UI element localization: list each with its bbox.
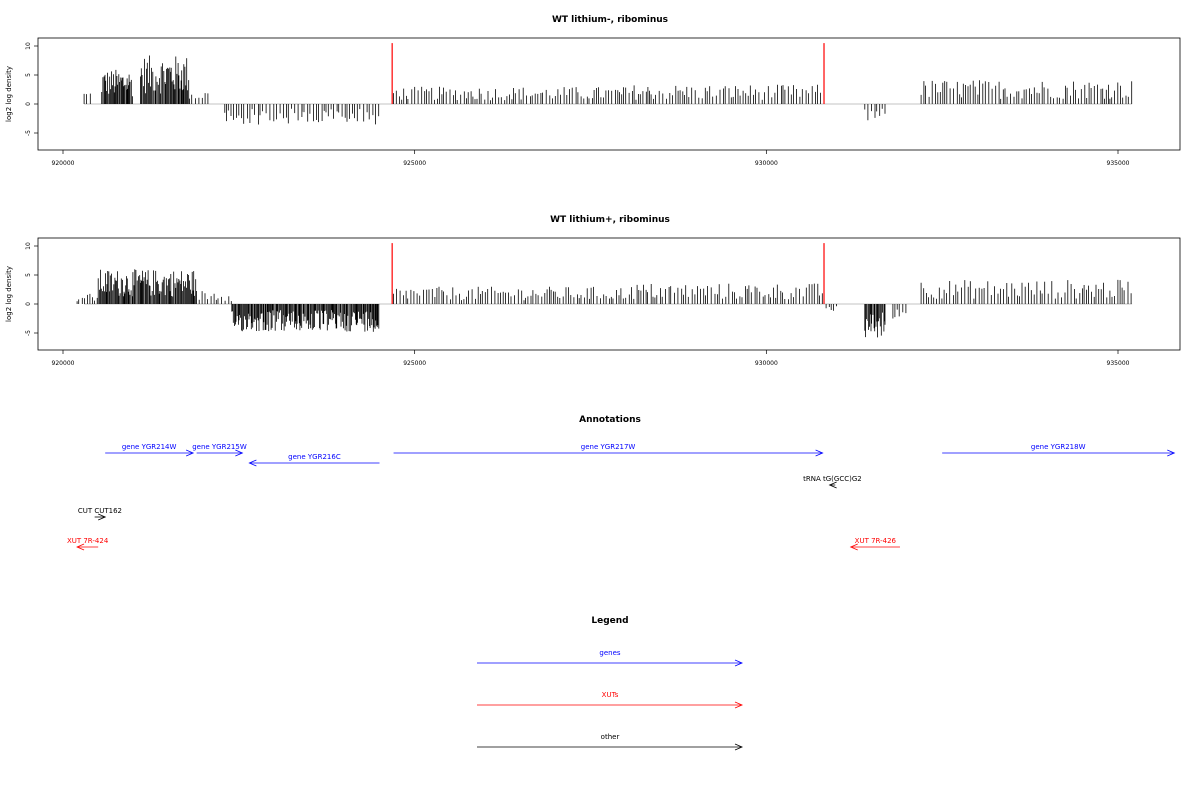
annotation-gene: gene YGR218W [942, 443, 1176, 457]
annotation-xut: XUT 7R-424 [67, 537, 109, 551]
annotations-title: Annotations [579, 415, 641, 425]
annotation-gene: gene YGR216C [248, 453, 380, 467]
annotation-arrowhead [828, 481, 837, 489]
panel-1-bars [83, 43, 1133, 125]
annotation-arrowhead [248, 459, 257, 467]
x-tick-label: 920000 [52, 360, 75, 367]
x-tick-label: 930000 [755, 160, 778, 167]
legend-label: XUTs [602, 691, 619, 699]
annotation-other: CUT CUT162 [78, 507, 122, 521]
legend-title: Legend [591, 616, 628, 626]
panel-1-frame [37, 37, 1181, 151]
y-tick-label: -5 [25, 330, 32, 336]
annotation-items: gene YGR214W gene YGR215W gene YGR216C gene… [67, 443, 1176, 551]
annotation-arrowhead [76, 543, 85, 551]
annotation-gene: gene YGR215W [192, 443, 247, 457]
annotation-gene: gene YGR217W [393, 443, 824, 457]
annotation-other: tRNA tG(GCC)G2 [803, 475, 862, 489]
x-tick-label: 935000 [1107, 160, 1130, 167]
panel-1-title: WT lithium-, ribominus [552, 15, 668, 25]
y-tick-label: -5 [25, 130, 32, 136]
annotation-label: XUT 7R-426 [855, 537, 897, 545]
annotation-label: XUT 7R-424 [67, 537, 109, 545]
legend-arrowhead [734, 743, 744, 751]
y-tick-label: 0 [25, 102, 32, 106]
panel-2-title: WT lithium+, ribominus [550, 215, 670, 225]
panel-2-ylabel: log2 log density [5, 266, 13, 322]
annotation-arrowhead [849, 543, 858, 551]
annotation-label: gene YGR215W [192, 443, 247, 451]
y-tick-label: 0 [25, 302, 32, 306]
x-tick-label: 930000 [755, 360, 778, 367]
panel-1-ylabel: log2 log density [5, 66, 13, 122]
panel-2-y-axis: -5 0 5 10 [25, 242, 38, 336]
annotation-arrowhead [815, 449, 824, 457]
annotation-label: gene YGR216C [288, 453, 341, 461]
annotation-xut: XUT 7R-426 [849, 537, 900, 551]
panel-2-bars [76, 243, 1133, 338]
legend-label: other [601, 733, 620, 741]
panel-1-y-axis: -5 0 5 10 [25, 42, 38, 136]
y-tick-label: 10 [25, 42, 32, 50]
legend-item-gene: genes [477, 649, 744, 667]
y-tick-label: 5 [25, 273, 32, 277]
legend-section: Legend genes XUTs other [477, 616, 744, 751]
annotation-label: CUT CUT162 [78, 507, 122, 515]
annotation-label: gene YGR214W [122, 443, 177, 451]
panel-2-frame [37, 237, 1181, 351]
legend-arrowhead [734, 659, 744, 667]
annotation-arrowhead [185, 449, 195, 457]
legend-item-other: other [477, 733, 744, 751]
annotation-arrowhead [98, 513, 107, 521]
legend-arrowhead [734, 701, 744, 709]
x-tick-label: 935000 [1107, 360, 1130, 367]
annotation-gene: gene YGR214W [105, 443, 195, 457]
legend-items: genes XUTs other [477, 649, 744, 751]
x-tick-label: 925000 [403, 160, 426, 167]
x-tick-label: 920000 [52, 160, 75, 167]
coverage-panel-2: WT lithium+, ribominus log2 log density … [5, 215, 1181, 367]
legend-item-xut: XUTs [477, 691, 744, 709]
legend-label: genes [599, 649, 620, 657]
panel-2-x-axis: 920000 925000 930000 935000 [52, 350, 1130, 367]
annotation-arrowhead [235, 449, 244, 457]
annotation-label: gene YGR217W [581, 443, 636, 451]
y-tick-label: 10 [25, 242, 32, 250]
x-tick-label: 925000 [403, 360, 426, 367]
annotation-label: tRNA tG(GCC)G2 [803, 475, 862, 483]
y-tick-label: 5 [25, 73, 32, 77]
annotations-section: Annotations gene YGR214W gene YGR215Wgene… [67, 415, 1176, 551]
annotation-arrowhead [1167, 449, 1176, 457]
panel-1-x-axis: 920000 925000 930000 935000 [52, 150, 1130, 167]
coverage-panel-1: WT lithium-, ribominus log2 log density … [5, 15, 1181, 167]
annotation-label: gene YGR218W [1031, 443, 1086, 451]
